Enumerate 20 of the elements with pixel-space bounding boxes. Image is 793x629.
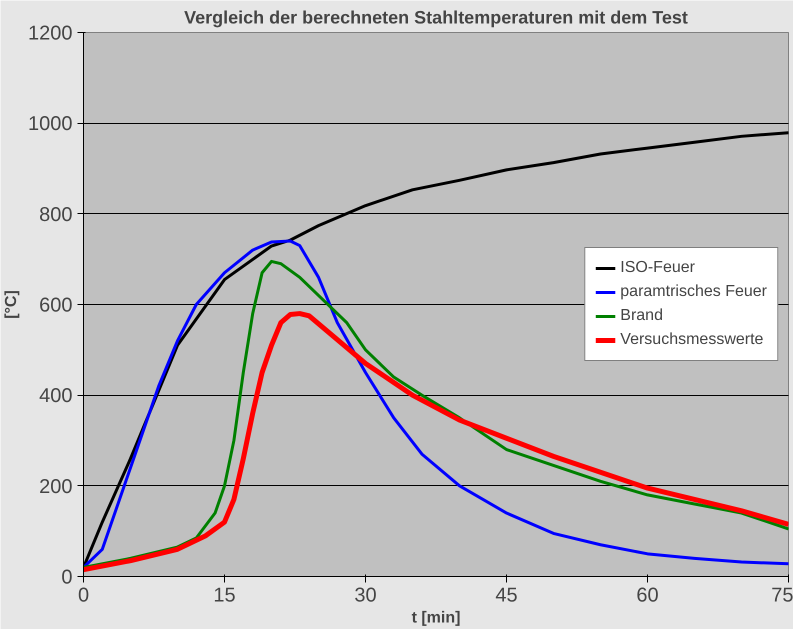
y-tick-label: 600	[39, 294, 73, 316]
x-tick-label: 45	[495, 584, 518, 606]
legend-label: Versuchsmesswerte	[620, 331, 764, 349]
x-tick-label: 75	[771, 584, 793, 606]
x-tick-label: 15	[213, 584, 236, 606]
y-axis-title: [°C]	[3, 290, 20, 319]
y-tick-label: 1000	[28, 113, 73, 136]
x-tick-label: 30	[354, 584, 377, 606]
y-tick-label: 1200	[28, 22, 73, 44]
y-tick-label: 400	[39, 385, 73, 408]
y-tick-label: 800	[39, 204, 73, 226]
y-tick-label: 200	[39, 476, 73, 498]
legend-label: Brand	[620, 307, 663, 325]
x-axis-title: t [min]	[412, 610, 460, 626]
chart-title: Vergleich der berechneten Stahltemperaturen mit dem Test	[184, 8, 688, 28]
x-tick-label: 0	[78, 584, 90, 606]
x-tick-label: 60	[636, 584, 659, 606]
legend-label: ISO-Feuer	[620, 259, 695, 277]
y-tick-label: 0	[61, 566, 72, 588]
legend-label: paramtrisches Feuer	[620, 283, 767, 301]
